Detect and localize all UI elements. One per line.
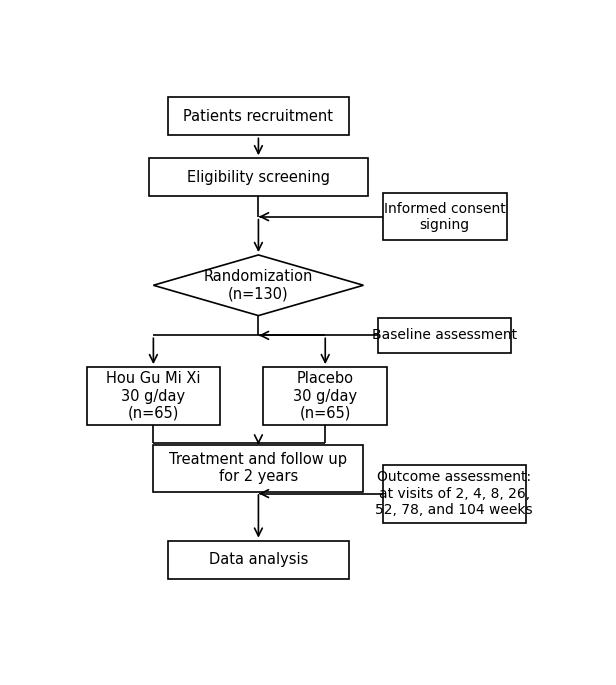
Text: Placebo
30 g/day
(n=65): Placebo 30 g/day (n=65) — [293, 371, 357, 421]
FancyBboxPatch shape — [383, 464, 526, 523]
Text: Patients recruitment: Patients recruitment — [184, 109, 333, 124]
FancyBboxPatch shape — [86, 367, 221, 425]
FancyBboxPatch shape — [153, 445, 363, 492]
Text: Treatment and follow up
for 2 years: Treatment and follow up for 2 years — [169, 452, 347, 484]
Text: Baseline assessment: Baseline assessment — [372, 328, 517, 342]
FancyBboxPatch shape — [383, 193, 506, 240]
FancyBboxPatch shape — [168, 540, 349, 579]
Text: Eligibility screening: Eligibility screening — [187, 170, 330, 185]
FancyBboxPatch shape — [263, 367, 387, 425]
Text: Informed consent
signing: Informed consent signing — [384, 201, 506, 232]
Polygon shape — [153, 255, 363, 316]
FancyBboxPatch shape — [148, 158, 368, 196]
Text: Randomization
(n=130): Randomization (n=130) — [204, 269, 313, 301]
FancyBboxPatch shape — [168, 97, 349, 136]
Text: Outcome assessment:
at visits of 2, 4, 8, 26,
52, 78, and 104 weeks: Outcome assessment: at visits of 2, 4, 8… — [375, 471, 533, 516]
Text: Hou Gu Mi Xi
30 g/day
(n=65): Hou Gu Mi Xi 30 g/day (n=65) — [106, 371, 201, 421]
Text: Data analysis: Data analysis — [209, 552, 308, 567]
FancyBboxPatch shape — [378, 319, 511, 353]
